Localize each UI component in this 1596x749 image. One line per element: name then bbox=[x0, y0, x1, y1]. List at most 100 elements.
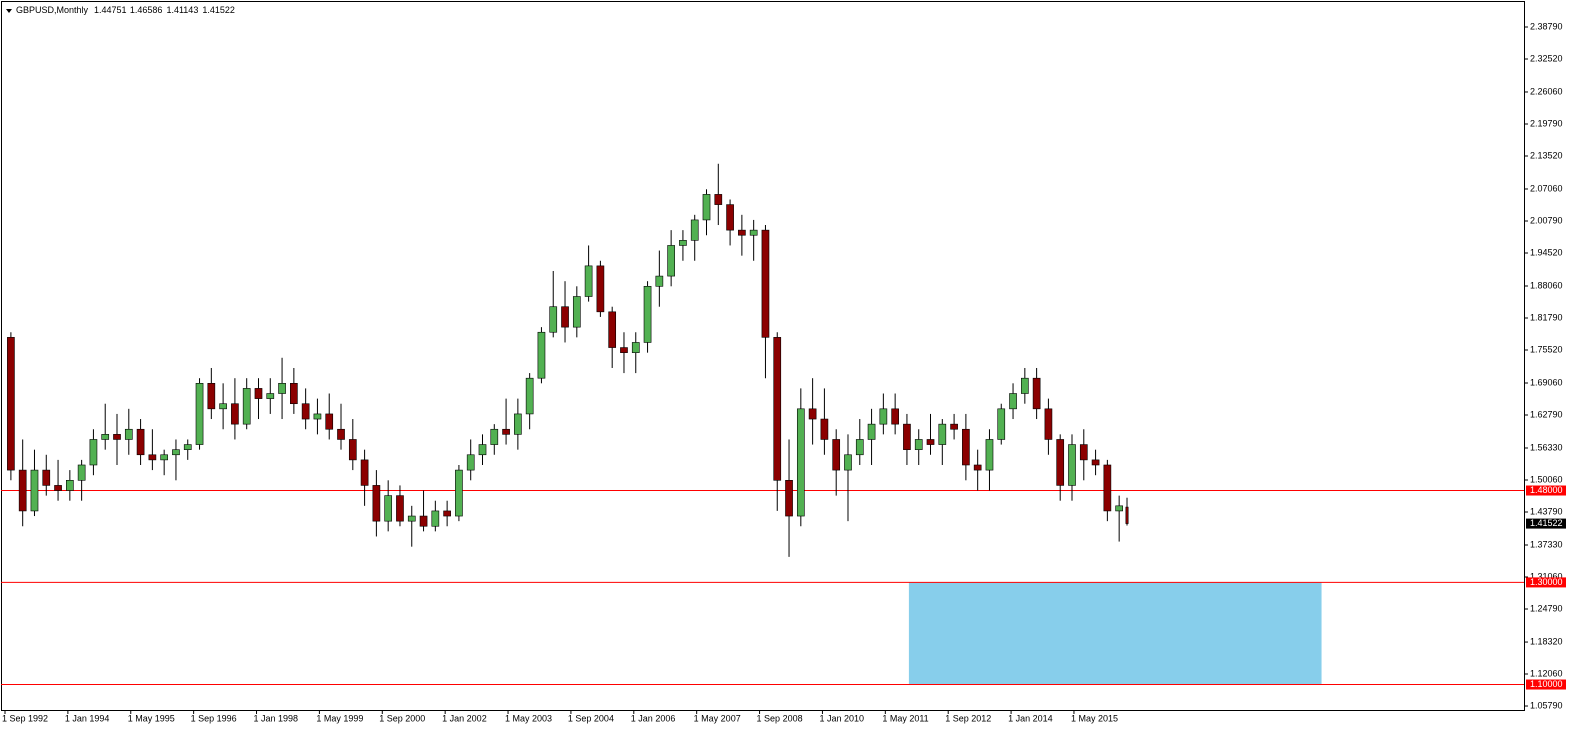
candle-body bbox=[537, 331, 546, 379]
x-tick-label: 1 Jan 1994 bbox=[65, 713, 110, 723]
header-open: 1.44751 bbox=[94, 5, 127, 15]
candle-body bbox=[561, 306, 569, 328]
y-tick-label: 2.00790 bbox=[1530, 215, 1563, 225]
candle-body bbox=[66, 480, 74, 491]
candle-body bbox=[466, 454, 475, 471]
header-low: 1.41143 bbox=[166, 5, 198, 15]
y-tick-label: 1.31060 bbox=[1530, 571, 1563, 581]
candle-body bbox=[89, 439, 98, 466]
candle-body bbox=[54, 485, 62, 491]
x-tick-label: 1 May 1999 bbox=[316, 713, 363, 723]
candle-body bbox=[985, 439, 994, 471]
candle-body bbox=[502, 428, 510, 435]
x-tick-label: 1 May 2011 bbox=[882, 713, 928, 723]
y-tick-label: 1.18320 bbox=[1530, 636, 1563, 646]
x-tick-label: 1 May 2015 bbox=[1071, 713, 1118, 723]
candle-body bbox=[1068, 444, 1076, 486]
candle-body bbox=[313, 413, 322, 420]
x-tick-label: 1 Sep 2008 bbox=[757, 713, 803, 723]
candle-body bbox=[785, 480, 793, 517]
candle-body bbox=[219, 403, 227, 410]
candle-body bbox=[455, 469, 463, 517]
y-tick-label: 1.05790 bbox=[1530, 700, 1563, 710]
candle-body bbox=[1125, 506, 1129, 524]
candle-body bbox=[101, 434, 110, 440]
candle-body bbox=[926, 439, 935, 445]
y-tick-label: 2.19790 bbox=[1530, 118, 1563, 128]
candle-body bbox=[1020, 377, 1029, 394]
candle-body bbox=[18, 469, 27, 512]
candle-body bbox=[1009, 393, 1017, 410]
candle-body bbox=[584, 265, 593, 297]
candle-body bbox=[596, 265, 605, 313]
candle-body bbox=[690, 219, 699, 241]
y-tick-label: 1.75520 bbox=[1530, 344, 1563, 354]
candle-body bbox=[679, 240, 687, 246]
y-tick-label: 1.62790 bbox=[1530, 409, 1563, 419]
candle-body bbox=[478, 444, 487, 456]
candle-body bbox=[749, 229, 758, 236]
y-tick-label: 1.56330 bbox=[1530, 442, 1563, 452]
candle-body bbox=[738, 229, 746, 236]
candle-body bbox=[1044, 408, 1053, 440]
x-tick-label: 1 Jan 2014 bbox=[1008, 713, 1053, 723]
x-tick-label: 1 Sep 1996 bbox=[191, 713, 237, 723]
candle-body bbox=[643, 285, 652, 343]
level-label-bg bbox=[1526, 577, 1566, 588]
candle-body bbox=[30, 469, 39, 512]
candle-body bbox=[407, 515, 416, 522]
candle-body bbox=[490, 428, 499, 445]
level-label: 1.48000 bbox=[1530, 485, 1563, 495]
candle-body bbox=[631, 342, 640, 353]
price-label-bg bbox=[1526, 518, 1566, 529]
candle-body bbox=[1056, 439, 1065, 486]
level-label: 1.10000 bbox=[1530, 679, 1563, 689]
candle-body bbox=[172, 449, 180, 456]
candle-body bbox=[855, 439, 864, 456]
candle-body bbox=[183, 444, 192, 450]
level-label-bg bbox=[1526, 679, 1566, 690]
candle-body bbox=[419, 515, 428, 527]
candle-body bbox=[195, 382, 204, 445]
candle-body bbox=[667, 245, 675, 277]
candle-body bbox=[136, 428, 145, 456]
candle-body bbox=[879, 408, 888, 425]
candle-body bbox=[903, 423, 911, 450]
y-tick-label: 1.81790 bbox=[1530, 312, 1563, 322]
y-tick-label: 1.88060 bbox=[1530, 280, 1563, 290]
candle-body bbox=[514, 413, 522, 435]
candle-body bbox=[443, 510, 451, 517]
header-arrow bbox=[6, 9, 12, 13]
candle-body bbox=[655, 275, 664, 287]
candle-body bbox=[384, 495, 393, 522]
candle-body bbox=[254, 388, 263, 399]
x-tick-label: 1 Jan 2002 bbox=[442, 713, 487, 723]
candle-body bbox=[620, 347, 628, 353]
chart-header: GBPUSD,Monthly 1.44751 1.46586 1.41143 1.415… bbox=[16, 5, 235, 15]
candle-body bbox=[1091, 459, 1100, 466]
x-tick-label: 1 Jan 2010 bbox=[819, 713, 864, 723]
candle-body bbox=[973, 464, 982, 471]
candle-body bbox=[997, 408, 1006, 440]
candle-body bbox=[372, 485, 381, 522]
level-label-bg bbox=[1526, 485, 1566, 496]
candle-body bbox=[325, 413, 334, 430]
candle-body bbox=[7, 337, 15, 471]
y-tick-label: 2.13520 bbox=[1530, 150, 1563, 160]
candle-body bbox=[148, 454, 157, 461]
y-tick-label: 1.94520 bbox=[1530, 247, 1563, 257]
y-tick-label: 1.50060 bbox=[1530, 474, 1563, 484]
header-close: 1.41522 bbox=[202, 5, 235, 15]
chart-title: GBPUSD,Monthly bbox=[16, 5, 89, 15]
candle-body bbox=[396, 495, 404, 522]
x-tick-label: 1 Sep 2012 bbox=[945, 713, 991, 723]
candle-body bbox=[290, 382, 298, 405]
y-tick-label: 2.26060 bbox=[1530, 86, 1563, 96]
candle-body bbox=[124, 428, 133, 440]
candle-body bbox=[844, 454, 852, 471]
candle-body bbox=[431, 510, 440, 527]
y-tick-label: 2.32520 bbox=[1530, 53, 1563, 63]
candle-body bbox=[867, 423, 876, 440]
